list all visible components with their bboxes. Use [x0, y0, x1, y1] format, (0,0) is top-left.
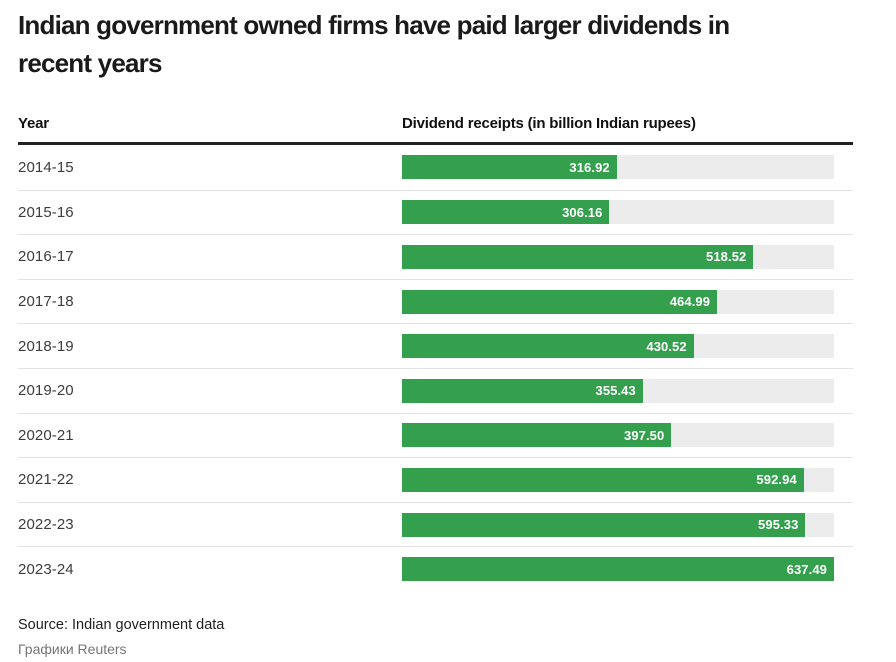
bar-track: 306.16	[402, 200, 834, 225]
bar-fill: 397.50	[402, 423, 672, 448]
bar-track: 316.92	[402, 155, 834, 180]
year-label: 2016-17	[18, 248, 74, 266]
bar-track: 397.50	[402, 423, 834, 448]
table-row: 2018-19 430.52	[18, 323, 853, 368]
table-row: 2019-20 355.43	[18, 367, 853, 413]
bar-track: 518.52	[402, 244, 834, 269]
table-row: 2023-24 637.49	[18, 546, 853, 591]
bar-rows: 2014-15 316.92 2015-16 306.16 2016-17 51…	[18, 145, 853, 591]
bar-value-label: 637.49	[786, 561, 827, 577]
bar-fill: 355.43	[402, 378, 643, 403]
bar-track: 464.99	[402, 289, 834, 314]
bar-value-label: 397.50	[623, 427, 665, 443]
table-row: 2014-15 316.92	[18, 145, 853, 190]
year-label: 2019-20	[18, 382, 74, 400]
table-header-row: Year Dividend receipts (in billion India…	[18, 115, 853, 145]
year-label: 2017-18	[18, 293, 74, 311]
bar-value-label: 595.33	[758, 517, 799, 533]
table-row: 2015-16 306.16	[18, 189, 853, 235]
bar-value-label: 316.92	[569, 159, 610, 175]
bar-fill: 637.49	[402, 557, 834, 582]
value-column-header: Dividend receipts (in billion Indian rup…	[402, 115, 696, 132]
bar-value-label: 355.43	[595, 383, 636, 399]
bar-fill: 464.99	[402, 289, 718, 314]
chart-title: Indian government owned firms have paid …	[18, 6, 853, 82]
table-row: 2016-17 518.52	[18, 234, 853, 279]
bar-value-label: 430.52	[646, 338, 687, 354]
bar-value-label: 592.94	[756, 472, 797, 488]
table-row: 2022-23 595.33	[18, 501, 853, 547]
bar-fill: 430.52	[402, 334, 694, 359]
year-label: 2015-16	[18, 203, 74, 221]
chart-title-line2: recent years	[18, 48, 162, 78]
bar-value-label: 306.16	[562, 204, 603, 220]
year-label: 2023-24	[18, 560, 74, 578]
source-note: Source: Indian government data	[18, 616, 225, 633]
year-label: 2022-23	[18, 516, 74, 534]
year-label: 2018-19	[18, 337, 74, 355]
credit-note: Графики Reuters	[18, 640, 127, 657]
year-column-header: Year	[18, 115, 49, 132]
bar-track: 592.94	[402, 467, 834, 492]
bar-fill: 592.94	[402, 467, 804, 492]
bar-track: 355.43	[402, 378, 834, 403]
year-label: 2014-15	[18, 158, 74, 176]
table-row: 2017-18 464.99	[18, 278, 853, 324]
bar-track: 637.49	[402, 557, 834, 582]
table-row: 2021-22 592.94	[18, 457, 853, 502]
year-label: 2020-21	[18, 426, 74, 444]
bar-track: 430.52	[402, 334, 834, 359]
bar-fill: 316.92	[402, 155, 617, 180]
bar-value-label: 464.99	[669, 294, 711, 310]
chart-title-line1: Indian government owned firms have paid …	[18, 10, 730, 40]
table-row: 2020-21 397.50	[18, 412, 853, 458]
year-label: 2021-22	[18, 471, 74, 489]
bar-fill: 595.33	[402, 512, 806, 537]
bar-fill: 518.52	[402, 244, 754, 269]
bar-track: 595.33	[402, 512, 834, 537]
bar-fill: 306.16	[402, 200, 610, 225]
bar-value-label: 518.52	[706, 249, 747, 265]
